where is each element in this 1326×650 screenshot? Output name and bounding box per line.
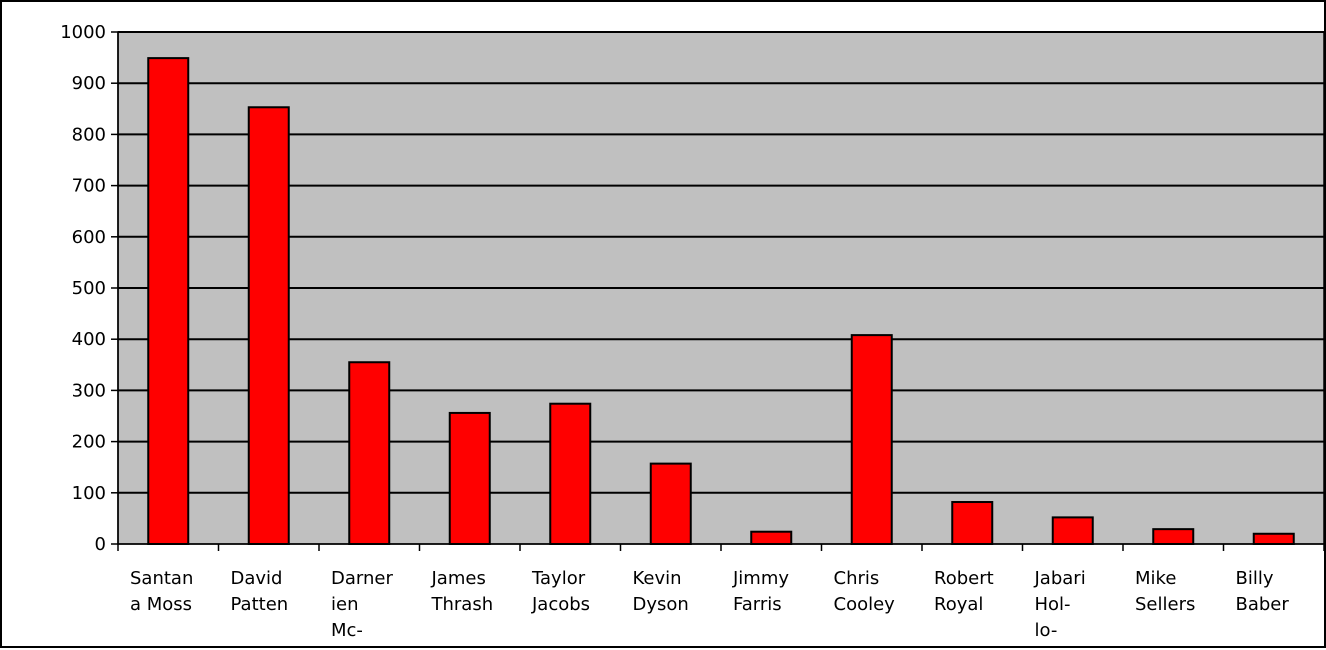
bar	[147, 57, 190, 545]
x-tick-label-line: Patten	[231, 594, 289, 615]
x-tick-label-line: Jabari	[1034, 568, 1086, 589]
y-tick-label: 400	[72, 329, 106, 350]
x-tick-label-line: Cooley	[834, 594, 896, 615]
y-tick-label: 700	[72, 176, 106, 197]
bar	[448, 411, 491, 546]
x-tick-label-line: Sellers	[1135, 594, 1195, 615]
x-tick-label: Mike Sellers	[1135, 568, 1195, 615]
x-tick-label-line: Hol-	[1035, 594, 1071, 615]
bar	[649, 462, 692, 545]
x-tick-label-line: Thrash	[431, 594, 494, 615]
x-tick-label-line: Royal	[934, 594, 983, 615]
y-tick-label: 1000	[60, 22, 106, 43]
y-tick-label: 600	[72, 227, 106, 248]
x-tick-label-line: Mike	[1135, 568, 1176, 589]
bar	[247, 106, 290, 545]
bar	[1152, 528, 1195, 545]
y-tick-label: 300	[72, 380, 106, 401]
x-tick-label: Kevin Dyson	[633, 568, 689, 615]
x-tick-label-line: David	[231, 568, 283, 589]
x-tick-label-line: Chris	[834, 568, 880, 589]
x-tick-label-line: a Moss	[130, 594, 192, 615]
y-tick-label: 800	[72, 124, 106, 145]
x-tick-label: Santan a Moss	[130, 568, 193, 615]
y-tick-label: 100	[72, 483, 106, 504]
bar	[549, 402, 592, 545]
x-tick-label: Darner ien Mc-	[331, 568, 393, 641]
x-tick-label: Taylor Jacobs	[531, 568, 590, 615]
x-tick-label: James Thrash	[431, 568, 494, 615]
x-tick-label-line: Taylor	[531, 568, 586, 589]
x-tick-label: Jimmy Farris	[732, 568, 789, 615]
y-tick-label: 500	[72, 278, 106, 299]
y-axis: 0 100 200 300 400 500 600 700 800 900 1000	[60, 22, 119, 555]
x-tick-label: Jabari Hol-lo-	[1034, 568, 1086, 641]
bar	[348, 361, 391, 545]
bar	[750, 530, 793, 545]
x-tick-label-line: Dyson	[633, 594, 689, 615]
bar	[850, 334, 893, 545]
x-tick-label-line: lo-	[1035, 620, 1058, 641]
x-tick-label: Robert Royal	[934, 568, 994, 615]
y-tick-label: 0	[95, 534, 106, 555]
x-tick-label: David Patten	[231, 568, 289, 615]
x-tick-label-line: Darner	[331, 568, 393, 589]
x-tick-label-line: Billy	[1236, 568, 1274, 589]
x-tick-label-line: ien	[331, 594, 358, 615]
x-tick-label-line: Robert	[934, 568, 994, 589]
x-tick-label-line: Baber	[1236, 594, 1290, 615]
x-tick-label-line: Kevin	[633, 568, 682, 589]
gridlines	[118, 31, 1324, 494]
x-tick-label-line: Farris	[733, 594, 782, 615]
bar	[1252, 532, 1295, 546]
x-tick-label-line: Jimmy	[732, 568, 789, 589]
x-tick-label-line: Jacobs	[531, 594, 590, 615]
x-tick-label: Billy Baber	[1236, 568, 1290, 615]
y-tick-label: 200	[72, 432, 106, 453]
x-tick-label-line: Mc-	[331, 620, 363, 641]
x-axis: Santan a Moss David Patten Darner ien Mc- James…	[117, 543, 1325, 641]
x-tick-label-line: Santan	[130, 568, 193, 589]
x-tick-label: Chris Cooley	[834, 568, 896, 615]
y-tick-label: 900	[72, 73, 106, 94]
x-tick-label-line: James	[431, 568, 486, 589]
bar	[1051, 516, 1094, 545]
bar	[951, 501, 994, 545]
